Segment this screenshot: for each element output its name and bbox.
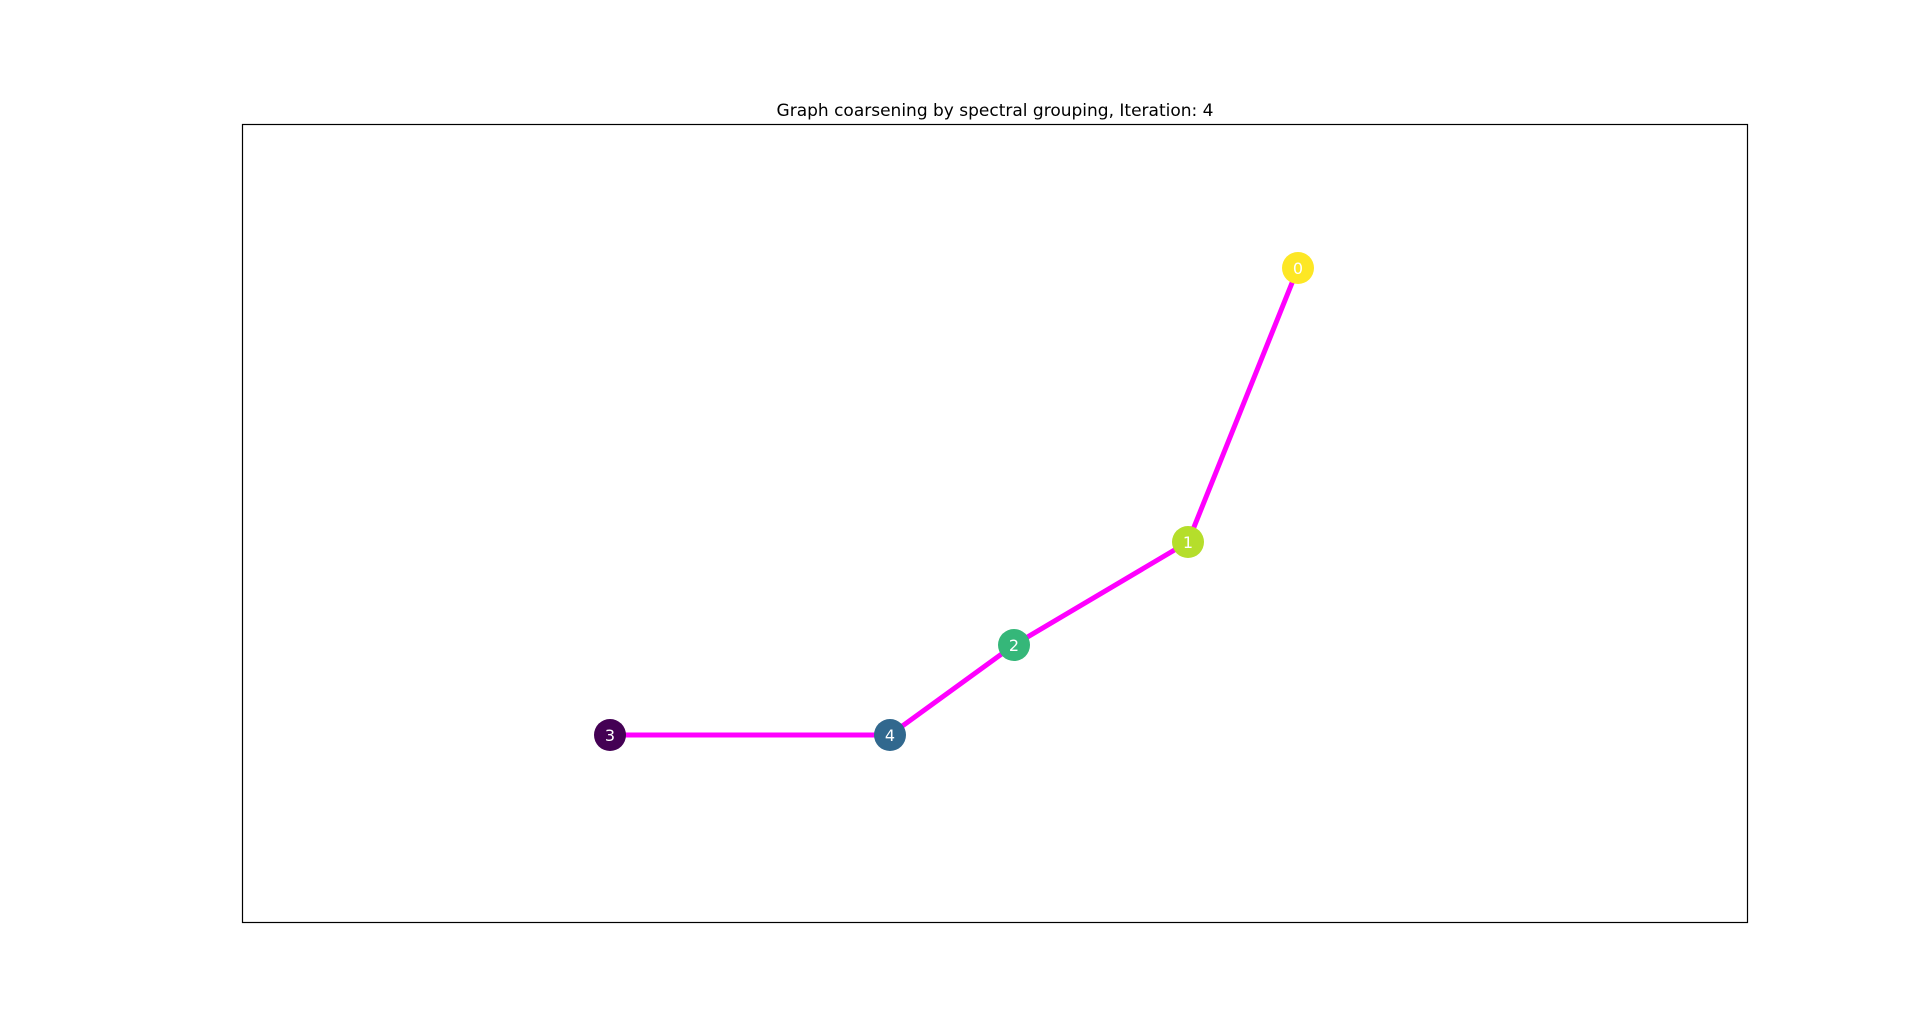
node-4: 4 bbox=[874, 719, 906, 751]
node-circle-0 bbox=[1282, 252, 1314, 284]
plot-frame bbox=[241, 123, 1749, 924]
node-label-4: 4 bbox=[885, 726, 895, 745]
node-0: 0 bbox=[1282, 252, 1314, 284]
node-circle-1 bbox=[1172, 526, 1204, 558]
plot-title: Graph coarsening by spectral grouping, I… bbox=[777, 101, 1214, 121]
node-label-3: 3 bbox=[605, 726, 615, 745]
edges-layer bbox=[607, 265, 1301, 738]
nodes-layer: 0 1 2 3 4 bbox=[594, 252, 1314, 751]
node-label-2: 2 bbox=[1009, 636, 1019, 655]
node-circle-3 bbox=[594, 719, 626, 751]
node-3: 3 bbox=[594, 719, 626, 751]
node-1: 1 bbox=[1172, 526, 1204, 558]
edge-2-4 bbox=[887, 642, 1017, 738]
node-2: 2 bbox=[998, 629, 1030, 661]
node-circle-2 bbox=[998, 629, 1030, 661]
edge-0-1 bbox=[1185, 265, 1301, 545]
node-label-0: 0 bbox=[1293, 259, 1303, 278]
node-circle-4 bbox=[874, 719, 906, 751]
edge-1-2 bbox=[1011, 539, 1191, 648]
node-label-1: 1 bbox=[1183, 533, 1193, 552]
